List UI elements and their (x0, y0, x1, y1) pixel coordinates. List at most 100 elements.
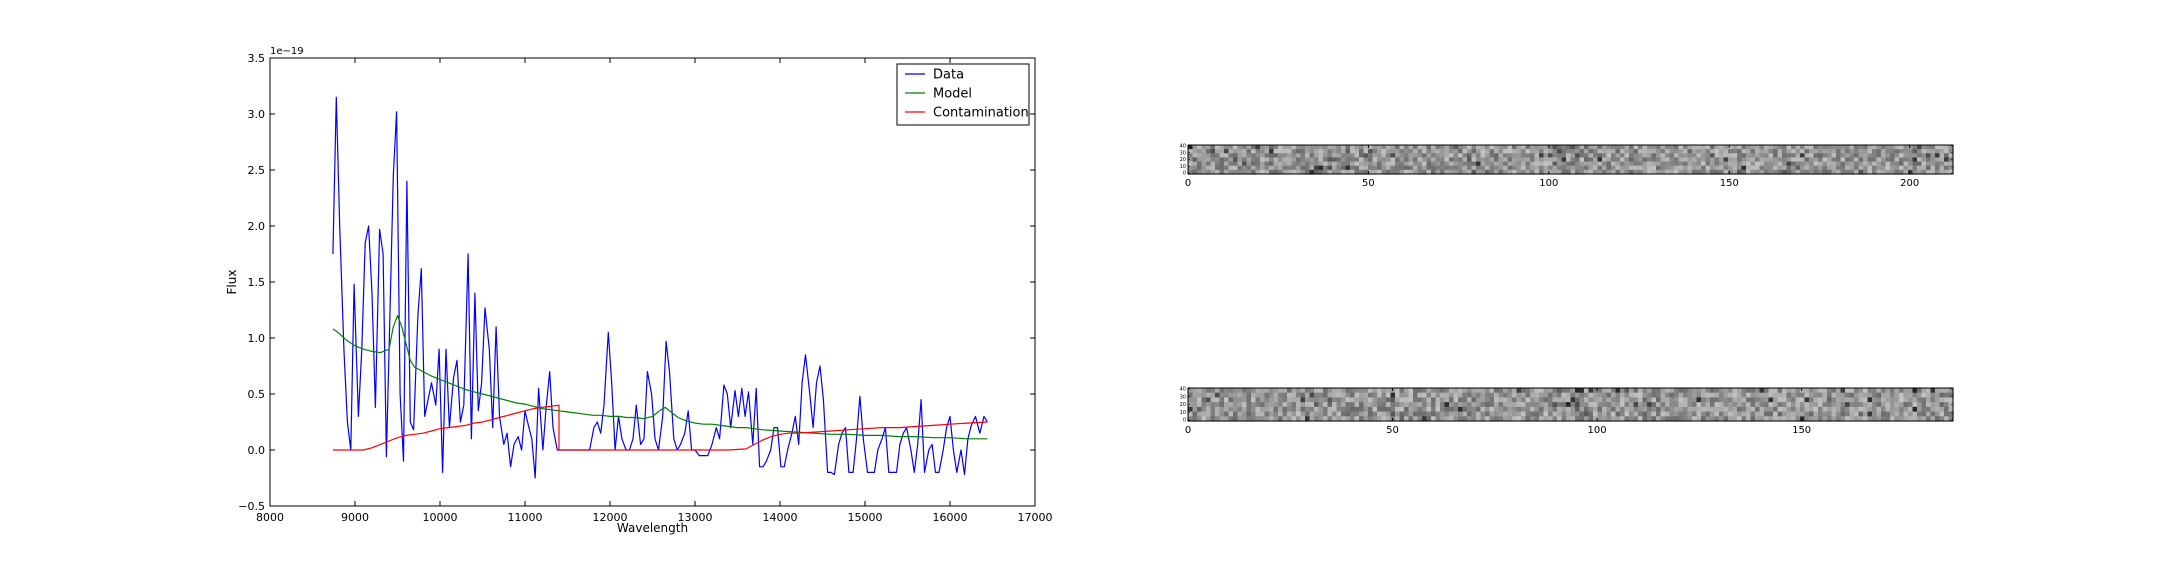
heatmap-cell (1201, 169, 1207, 175)
heatmap-cell (1921, 416, 1927, 422)
heatmap-cell (1327, 411, 1333, 417)
heatmap-cell (1759, 165, 1765, 171)
x-tick-label: 14000 (763, 511, 798, 524)
heatmap-cell (1467, 157, 1473, 163)
heatmap-cell (1350, 411, 1356, 417)
heatmap-cell (1404, 402, 1410, 408)
heatmap-cell (1651, 406, 1657, 413)
heatmap-cell (1584, 411, 1590, 417)
heatmap-cell (1480, 161, 1486, 167)
heatmap-cell (1773, 157, 1779, 163)
heatmap-cell (1665, 402, 1671, 408)
heatmap-cell (1912, 388, 1918, 394)
heatmap-cell (1404, 169, 1410, 175)
heatmap-cell (1768, 169, 1774, 175)
heatmap-cell (1647, 169, 1653, 175)
heatmap-cell (1462, 416, 1468, 422)
heatmap-cell (1336, 416, 1342, 422)
heatmap-cell (1291, 411, 1297, 417)
heatmap-cell (1399, 392, 1405, 399)
heatmap-cell (1773, 397, 1779, 403)
heatmap-cell (1647, 161, 1653, 167)
heatmap-cell (1404, 145, 1410, 150)
heatmap-cell (1507, 165, 1513, 171)
image-y-tick-label: 0 (1183, 171, 1186, 177)
heatmap-cell (1530, 169, 1536, 175)
heatmap-cell (1791, 161, 1797, 167)
heatmap-cell (1791, 145, 1797, 150)
heatmap-cell (1251, 397, 1257, 403)
heatmap-cell (1435, 397, 1441, 403)
heatmap-cell (1611, 416, 1617, 422)
heatmap-cell (1201, 149, 1207, 154)
heatmap-cell (1845, 165, 1851, 171)
heatmap-cell (1219, 397, 1225, 403)
heatmap-cell (1521, 157, 1527, 163)
heatmap-cell (1606, 157, 1612, 163)
heatmap-cell (1759, 161, 1765, 167)
heatmap-cell (1399, 165, 1405, 171)
heatmap-cell (1570, 149, 1576, 154)
heatmap-cell (1584, 392, 1590, 399)
heatmap-cell (1512, 402, 1518, 408)
heatmap-cell (1336, 161, 1342, 167)
heatmap-cell (1467, 406, 1473, 413)
heatmap-cell (1467, 411, 1473, 417)
heatmap-cell (1201, 406, 1207, 413)
heatmap-cell (1363, 169, 1369, 175)
heatmap-cell (1489, 392, 1495, 399)
heatmap-cell (1251, 157, 1257, 163)
heatmap-cell (1867, 397, 1873, 403)
heatmap-cell (1404, 161, 1410, 167)
heatmap-cell (1768, 411, 1774, 417)
heatmap-cell (1260, 388, 1266, 394)
heatmap-cell (1377, 397, 1383, 403)
heatmap-cell (1705, 149, 1711, 154)
heatmap-cell (1912, 145, 1918, 150)
image-y-tick-label: 20 (1180, 157, 1186, 163)
heatmap-cell (1656, 392, 1662, 399)
heatmap-cell (1831, 169, 1837, 175)
heatmap-cell (1264, 165, 1270, 171)
image-x-tick-label: 0 (1185, 178, 1191, 189)
heatmap-cell (1291, 406, 1297, 413)
heatmap-cell (1948, 411, 1954, 417)
heatmap-cell (1399, 388, 1405, 394)
heatmap-cell (1332, 145, 1338, 150)
heatmap-cell (1710, 153, 1716, 159)
heatmap-cell (1674, 153, 1680, 159)
heatmap-cell (1305, 165, 1311, 171)
heatmap-cell (1858, 392, 1864, 399)
heatmap-cell (1449, 402, 1455, 408)
heatmap-cell (1516, 406, 1522, 413)
heatmap-cell (1579, 388, 1585, 394)
heatmap-cell (1566, 157, 1572, 163)
heatmap-cell (1566, 392, 1572, 399)
heatmap-cell (1921, 411, 1927, 417)
heatmap-cell (1548, 157, 1554, 163)
heatmap-cell (1602, 411, 1608, 417)
heatmap-cell (1309, 406, 1315, 413)
heatmap-cell (1602, 145, 1608, 150)
heatmap-cell (1314, 161, 1320, 167)
heatmap-cell (1822, 402, 1828, 408)
heatmap-cell (1624, 161, 1630, 167)
heatmap-cell (1372, 402, 1378, 408)
heatmap-cell (1372, 145, 1378, 150)
heatmap-cell (1566, 411, 1572, 417)
heatmap-cell (1399, 153, 1405, 159)
heatmap-cell (1786, 145, 1792, 150)
heatmap-cell (1336, 388, 1342, 394)
heatmap-cell (1435, 165, 1441, 171)
heatmap-cell (1939, 165, 1945, 171)
heatmap-cell (1426, 402, 1432, 408)
heatmap-cell (1809, 149, 1815, 154)
heatmap-cell (1602, 157, 1608, 163)
heatmap-cell (1719, 406, 1725, 413)
heatmap-cell (1705, 402, 1711, 408)
heatmap-cell (1719, 153, 1725, 159)
heatmap-cell (1696, 161, 1702, 167)
heatmap-cell (1777, 406, 1783, 413)
heatmap-cell (1444, 388, 1450, 394)
heatmap-cell (1647, 153, 1653, 159)
